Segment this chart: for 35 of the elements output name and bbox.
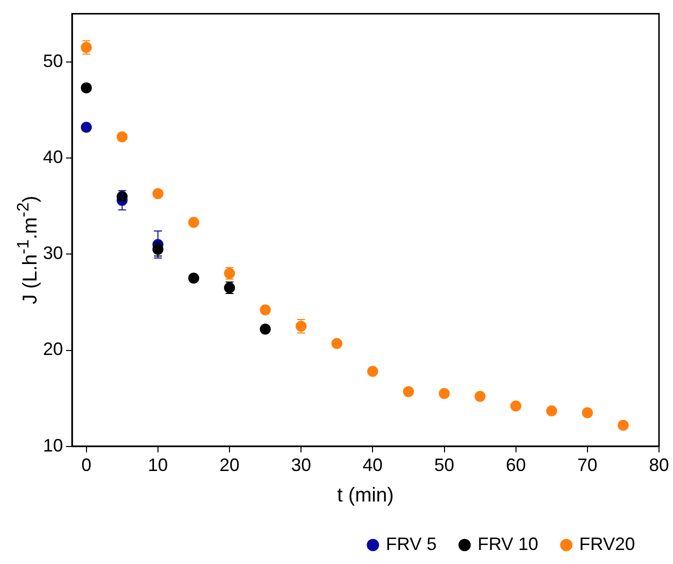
x-axis-title: t (min) <box>337 484 394 507</box>
x-tick-label: 40 <box>362 455 383 476</box>
point <box>188 272 200 284</box>
point <box>546 405 558 416</box>
point <box>260 324 271 335</box>
point <box>80 122 92 133</box>
x-tick-label: 30 <box>291 455 312 476</box>
point <box>474 390 486 402</box>
x-tick-label: 80 <box>648 455 670 476</box>
point <box>116 131 128 142</box>
legend-label: FRV20 <box>579 534 636 554</box>
legend-label: FRV 10 <box>478 534 538 554</box>
y-tick-label: 50 <box>42 50 64 71</box>
point <box>618 420 629 431</box>
y-tick-label: 30 <box>42 243 64 264</box>
x-tick-label: 0 <box>81 455 92 476</box>
point <box>260 304 271 316</box>
y-tick-label: 20 <box>42 339 64 360</box>
point <box>188 216 200 228</box>
x-tick-label: 60 <box>506 455 526 476</box>
x-tick-label: 20 <box>219 455 240 476</box>
y-tick-label: 40 <box>42 146 64 167</box>
point <box>80 82 92 94</box>
point <box>367 366 378 377</box>
point <box>152 188 164 200</box>
x-tick-label: 10 <box>148 455 168 476</box>
x-tick-label: 70 <box>577 455 598 476</box>
point <box>438 388 450 400</box>
point <box>510 400 522 412</box>
point <box>331 338 342 350</box>
legend-label: FRV 5 <box>386 534 437 554</box>
y-tick-label: 10 <box>42 435 64 456</box>
x-tick-label: 50 <box>434 455 454 476</box>
point <box>582 407 593 418</box>
point <box>402 386 414 398</box>
